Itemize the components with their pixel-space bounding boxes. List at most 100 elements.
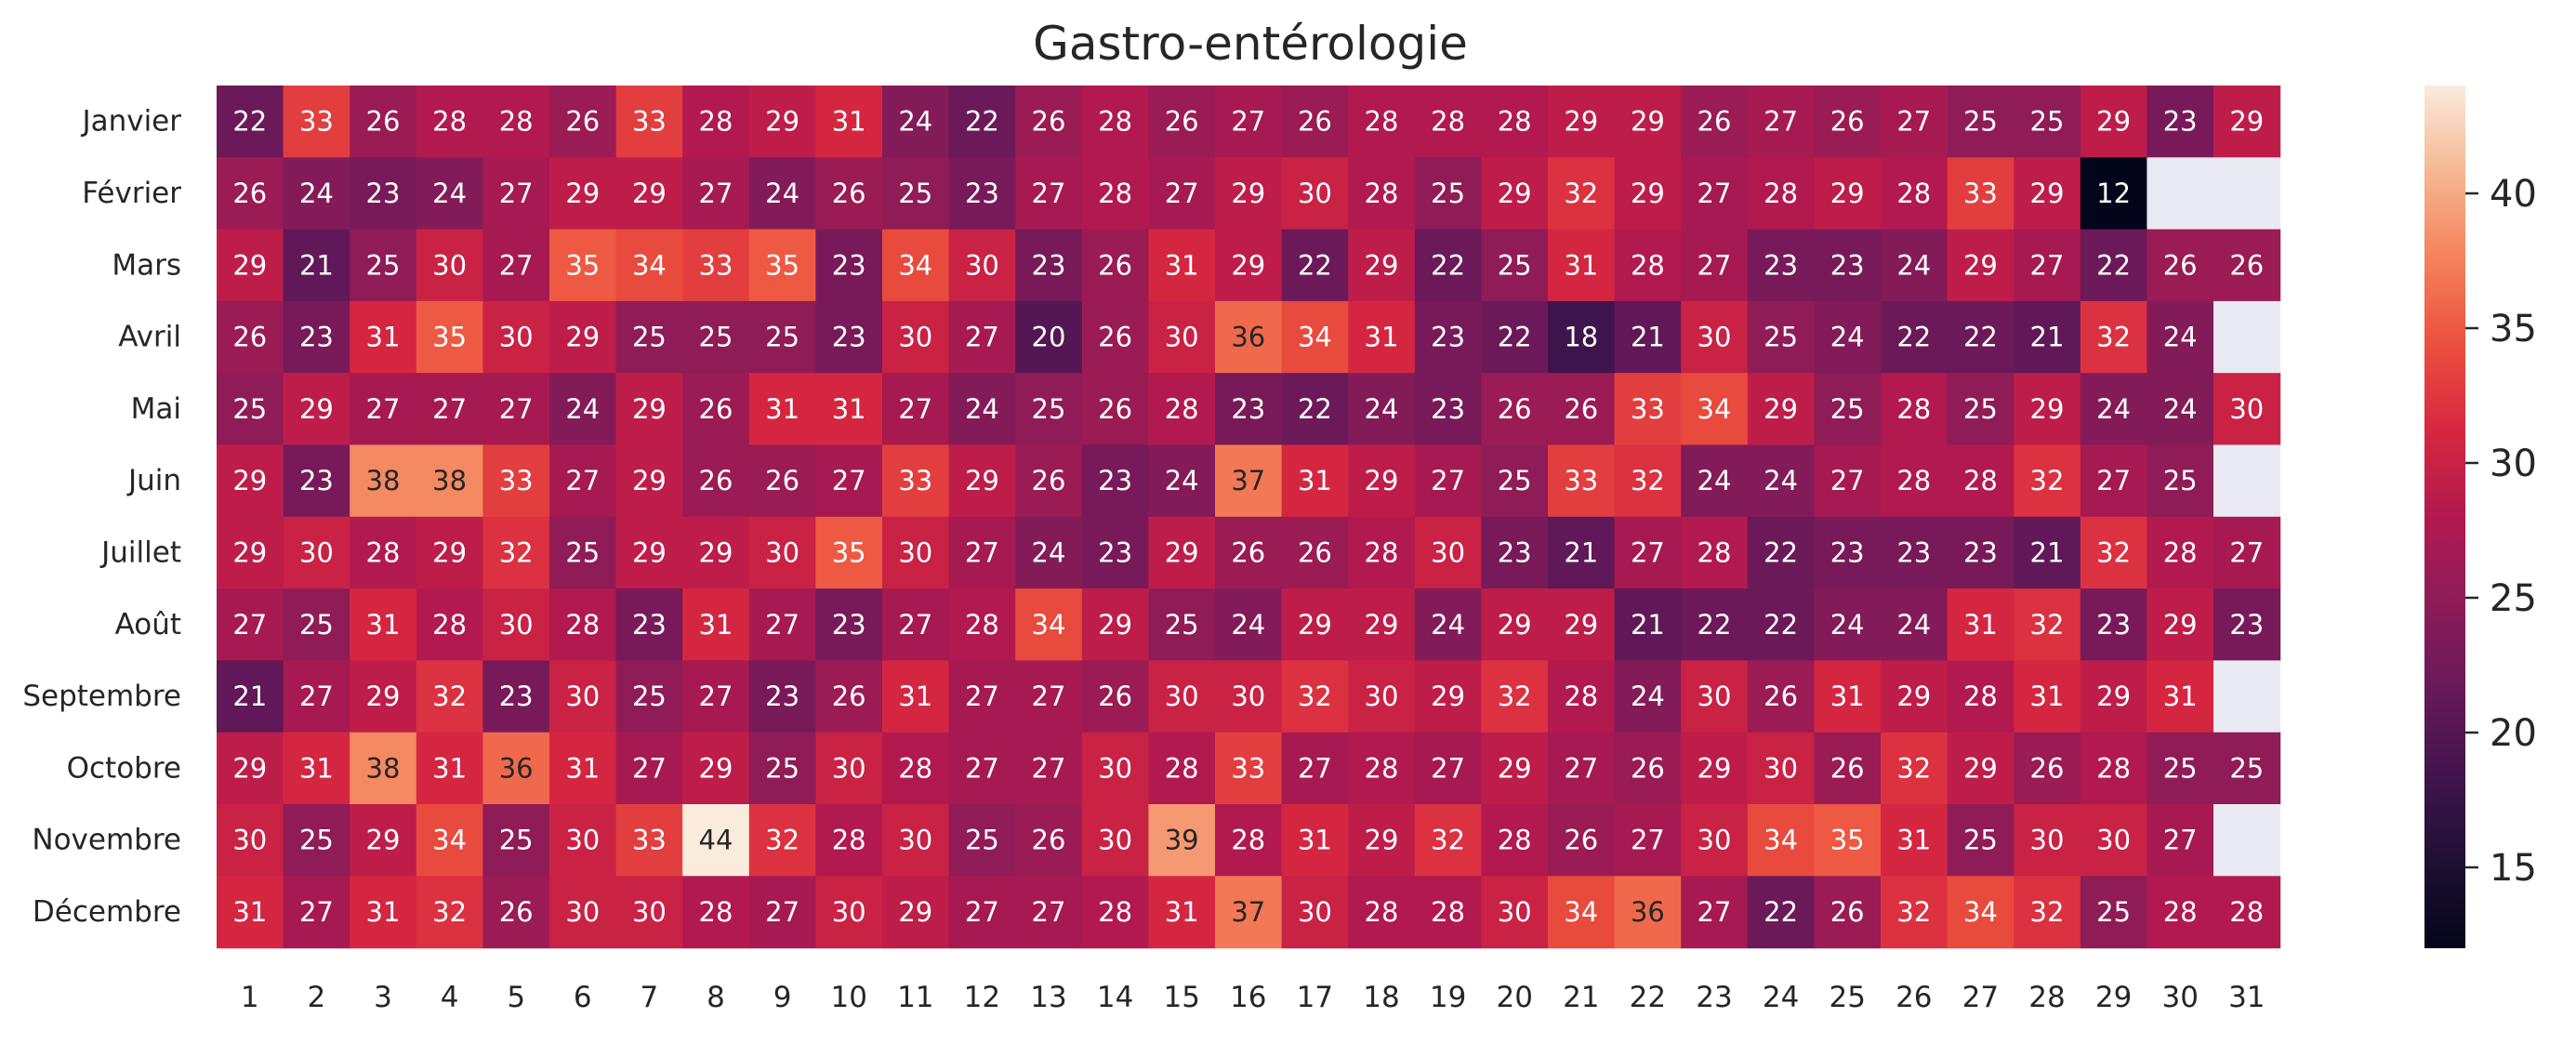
- cell-value-label: 24: [1830, 609, 1865, 641]
- heatmap-cell: [1414, 516, 1482, 589]
- heatmap-cell: [350, 588, 417, 661]
- cell-value-label: 29: [1963, 249, 1998, 281]
- heatmap-cell: [1681, 804, 1749, 877]
- heatmap-cell: [2213, 86, 2281, 158]
- row-label: Mai: [131, 392, 181, 426]
- row-label: Novembre: [32, 824, 181, 857]
- cell-value-label: 29: [1498, 178, 1532, 209]
- cell-value-label: 25: [2163, 465, 2198, 496]
- heatmap-cell: [1414, 157, 1482, 231]
- heatmap-cell: [283, 86, 350, 158]
- heatmap-cell: [416, 86, 483, 158]
- cell-value-label: 29: [699, 536, 733, 568]
- heatmap-cell: [1881, 300, 1949, 374]
- heatmap-cell: [1148, 86, 1216, 158]
- heatmap-cell: [549, 732, 617, 805]
- cell-value-label: 23: [1830, 536, 1865, 568]
- heatmap-cell: [882, 876, 950, 949]
- cell-value-label: 31: [1298, 465, 1332, 496]
- cell-value-label: 27: [1032, 752, 1066, 784]
- cell-value-label: 28: [699, 106, 733, 138]
- heatmap-cell: [2213, 876, 2281, 949]
- cell-value-label: 26: [1564, 825, 1598, 856]
- cell-value-label: 23: [499, 681, 534, 712]
- column-label: 14: [1097, 981, 1133, 1014]
- cell-value-label: 23: [1231, 393, 1265, 425]
- heatmap-cell: [1681, 229, 1749, 302]
- cell-value-label: 30: [1498, 896, 1532, 928]
- cell-value-label: 25: [1764, 322, 1798, 353]
- cell-value-label: 26: [1498, 393, 1532, 425]
- heatmap-cell: [1081, 229, 1149, 302]
- column-label: 4: [441, 981, 459, 1014]
- heatmap-cell: [1614, 229, 1682, 302]
- cell-value-label: 27: [965, 536, 999, 568]
- cell-value-label: 30: [1298, 178, 1332, 209]
- cell-value-label: 32: [1631, 465, 1665, 496]
- cell-value-label: 25: [366, 249, 401, 281]
- heatmap-cell: [416, 588, 483, 661]
- heatmap-cell: [1215, 804, 1283, 877]
- heatmap-cell: [283, 157, 350, 231]
- colorbar-ticks: 15 20 25 30 35 40: [2465, 173, 2537, 890]
- heatmap-cell: [748, 732, 816, 805]
- cell-value-label: 26: [1098, 681, 1132, 712]
- heatmap-cell: [1481, 86, 1549, 158]
- heatmap-cell: [416, 516, 483, 589]
- cell-value-label: 29: [1298, 609, 1332, 641]
- cell-value-label: 24: [1764, 465, 1798, 496]
- cell-value-label: 26: [232, 322, 267, 353]
- cell-value-label: 25: [232, 393, 267, 425]
- cell-value-label: 28: [1365, 536, 1399, 568]
- cell-value-label: 29: [1498, 609, 1532, 641]
- cell-value-label: 25: [632, 322, 667, 353]
- heatmap-cell: [1481, 516, 1549, 589]
- heatmap-cell: [416, 732, 483, 805]
- cell-value-label: 25: [1963, 106, 1998, 138]
- heatmap-cell: [1947, 300, 2015, 374]
- row-label: Avril: [118, 321, 181, 354]
- cell-value-label: 29: [1830, 178, 1865, 209]
- heatmap-cell: [1215, 229, 1283, 302]
- heatmap-cell: [682, 157, 750, 231]
- cell-value-label: 29: [565, 322, 600, 353]
- cell-value-label: 28: [1498, 825, 1532, 856]
- heatmap-cell: [2080, 732, 2147, 805]
- cell-value-label: 27: [499, 178, 534, 209]
- cell-value-label: 29: [1231, 249, 1265, 281]
- heatmap-cell: [1015, 86, 1083, 158]
- heatmap-cell: [1814, 588, 1882, 661]
- heatmap-cell: [1814, 516, 1882, 589]
- heatmap-cell: [1148, 732, 1216, 805]
- heatmap-cell: [217, 373, 284, 446]
- cell-value-label: 23: [832, 249, 866, 281]
- heatmap-cell: [1881, 373, 1949, 446]
- cell-value-label: 29: [2030, 178, 2065, 209]
- cell-value-label: 24: [1165, 465, 1199, 496]
- cell-value-label: 23: [2229, 609, 2264, 641]
- cell-value-label: 26: [1298, 106, 1332, 138]
- heatmap-cell: [350, 804, 417, 877]
- cell-value-label: 27: [965, 322, 999, 353]
- cell-value-label: 26: [1231, 536, 1265, 568]
- heatmap-cell: [1881, 157, 1949, 231]
- cell-value-label: 26: [1165, 106, 1199, 138]
- cell-value-label: 28: [1365, 106, 1399, 138]
- heatmap-cell: [2147, 876, 2214, 949]
- heatmap-cell: [283, 373, 350, 446]
- heatmap-cell: [1881, 660, 1949, 733]
- heatmap-cell: [1548, 876, 1616, 949]
- heatmap-cell: [1281, 157, 1349, 231]
- cell-value-label: 27: [1698, 896, 1732, 928]
- heatmap-cell: [1414, 804, 1482, 877]
- cell-value-label: 32: [432, 896, 467, 928]
- cell-value-label: 23: [299, 465, 334, 496]
- cell-value-label: 23: [1830, 249, 1865, 281]
- cell-value-label: 27: [898, 609, 932, 641]
- heatmap-cell: [549, 157, 617, 231]
- heatmap-cell: [2080, 516, 2147, 589]
- heatmap-cell: [1814, 804, 1882, 877]
- heatmap-cell: [1148, 229, 1216, 302]
- cell-value-label: 27: [965, 752, 999, 784]
- heatmap-cell: [1747, 804, 1815, 877]
